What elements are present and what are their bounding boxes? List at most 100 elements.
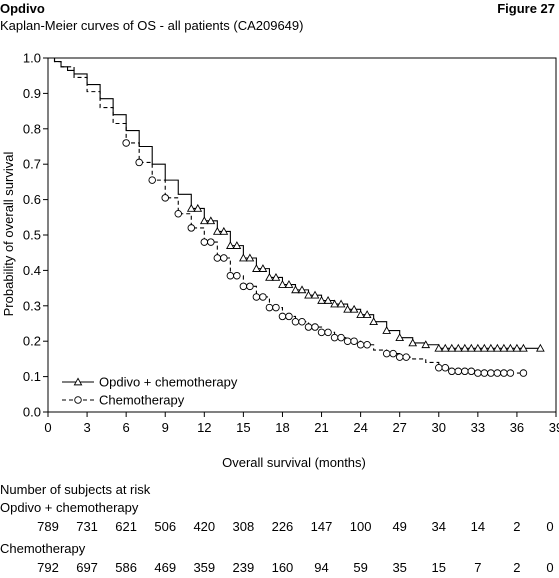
- y-tick-label: 0.0: [23, 405, 41, 420]
- risk-count: 792: [37, 560, 59, 575]
- censor-triangle: [349, 304, 359, 313]
- censor-circle: [389, 349, 397, 358]
- censor-circle: [519, 369, 528, 377]
- x-tick-label: 6: [123, 420, 130, 435]
- x-tick-label: 21: [314, 420, 328, 435]
- censor-triangle: [512, 343, 522, 352]
- risk-count: 94: [314, 560, 329, 575]
- censor-circle: [239, 282, 248, 291]
- censor-circle: [278, 312, 287, 321]
- censor-triangle: [206, 216, 216, 225]
- y-tick-label: 0.7: [23, 157, 41, 172]
- censor-triangle: [232, 241, 242, 249]
- x-tick-label: 18: [275, 420, 289, 435]
- censor-circle: [200, 238, 209, 246]
- censor-triangle: [186, 203, 196, 212]
- survival-curves: [48, 57, 545, 377]
- legend: Opdivo + chemotherapy Chemotherapy: [62, 375, 238, 408]
- risk-count: 697: [76, 560, 98, 575]
- censor-triangle: [193, 203, 203, 212]
- censor-circle: [337, 333, 345, 342]
- censor-triangle: [317, 295, 326, 304]
- censor-triangle: [421, 340, 431, 349]
- censor-triangle: [212, 226, 222, 235]
- censor-circle: [461, 367, 469, 376]
- censor-triangle: [336, 299, 346, 308]
- censor-circle: [493, 369, 502, 377]
- risk-count: 14: [470, 519, 486, 534]
- risk-count: 420: [193, 519, 216, 534]
- censor-circle: [330, 333, 339, 342]
- censor-circle: [356, 340, 365, 349]
- x-tick-label: 39: [549, 420, 559, 435]
- censor-triangle: [284, 280, 294, 288]
- censor-triangle: [219, 226, 229, 235]
- legend-label: Opdivo + chemotherapy: [99, 375, 238, 390]
- censor-triangle: [225, 241, 235, 249]
- risk-count: 731: [76, 519, 98, 534]
- x-tick-label: 0: [44, 420, 51, 435]
- censor-circle: [148, 176, 156, 184]
- censor-triangle: [434, 343, 444, 352]
- censor-circle: [285, 312, 293, 321]
- x-tick-label: 12: [197, 420, 211, 435]
- legend-marker: [74, 396, 82, 404]
- censor-triangle: [369, 317, 379, 326]
- risk-count: 147: [310, 519, 333, 534]
- risk-count: 789: [37, 519, 59, 534]
- censor-circle: [311, 323, 319, 331]
- censor-circle: [350, 337, 358, 345]
- censor-circle: [448, 367, 456, 376]
- censor-triangle: [356, 310, 365, 318]
- censor-triangle: [199, 216, 209, 225]
- censor-triangle: [291, 285, 300, 294]
- censor-triangle: [479, 343, 489, 352]
- censor-circle: [291, 317, 300, 326]
- x-tick-label: 30: [432, 420, 446, 435]
- x-axis-label: Overall survival (months): [222, 455, 366, 470]
- risk-count: 621: [115, 519, 137, 534]
- risk-table-title: Number of subjects at risk: [0, 482, 151, 497]
- risk-count: 2: [513, 560, 521, 575]
- censor-triangle: [473, 343, 483, 352]
- axes: 0.00.10.20.30.40.50.60.70.80.91.00 3 6 9 12 1…: [23, 51, 559, 436]
- censor-triangle: [258, 264, 268, 272]
- censor-circle: [506, 369, 515, 377]
- x-tick-label: 9: [162, 420, 169, 435]
- x-tick-label: 33: [471, 420, 485, 435]
- censor-triangle: [440, 343, 450, 352]
- censor-triangle: [460, 343, 470, 352]
- censor-circle: [324, 328, 332, 337]
- censor-circle: [402, 353, 410, 361]
- risk-count: 308: [232, 519, 255, 534]
- censor-circle: [246, 282, 254, 291]
- censor-circle: [174, 210, 183, 218]
- censor-circle: [467, 367, 476, 376]
- plot-frame: [47, 57, 557, 413]
- y-tick-label: 0.5: [23, 228, 41, 243]
- censor-triangle: [395, 333, 405, 341]
- x-tick-label: 15: [236, 420, 250, 435]
- risk-count: 160: [271, 560, 294, 575]
- censor-circle: [435, 364, 443, 372]
- censor-circle: [343, 337, 352, 345]
- x-tick-label: 36: [510, 420, 524, 435]
- risk-count: 35: [392, 560, 407, 575]
- censor-circle: [454, 367, 463, 376]
- legend-marker: [73, 377, 83, 386]
- censor-circle: [233, 271, 241, 280]
- censor-circle: [500, 369, 508, 377]
- censor-triangle: [252, 264, 261, 272]
- censor-triangle: [310, 290, 320, 299]
- risk-count: 506: [154, 519, 177, 534]
- censor-triangle: [536, 343, 545, 352]
- risk-count: 226: [271, 519, 294, 534]
- y-tick-label: 0.6: [23, 192, 41, 207]
- censor-circle: [187, 224, 196, 232]
- x-tick-label: 3: [83, 420, 90, 435]
- censor-triangle: [343, 304, 352, 313]
- censor-circle: [480, 369, 489, 377]
- x-tick-label: 27: [392, 420, 406, 435]
- censor-circle: [298, 317, 306, 326]
